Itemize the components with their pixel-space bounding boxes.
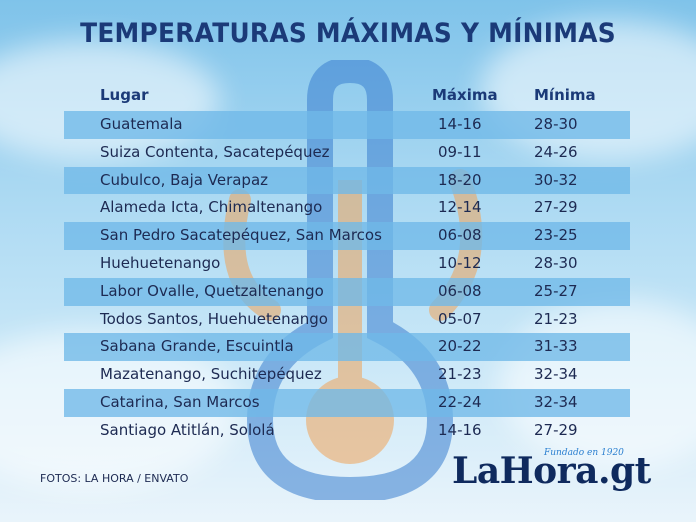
cell-lugar: Cubulco, Baja Verapaz [100,170,269,189]
cell-minima: 27-29 [534,420,578,439]
cell-minima: 32-34 [534,365,578,384]
temperature-table: Guatemala 14-16 28-30 Suiza Contenta, Sa… [64,111,630,445]
table-row: Cubulco, Baja Verapaz 18-20 30-32 [64,166,630,195]
cloud-decoration [0,40,220,160]
cell-lugar: Labor Ovalle, Quetzaltenango [100,281,324,300]
table-row: San Pedro Sacatepéquez, San Marcos 06-08… [64,222,630,250]
cell-maxima: 12-14 [438,198,482,217]
cell-lugar: Sabana Grande, Escuintla [100,337,294,356]
table-row: Sabana Grande, Escuintla 20-22 31-33 [64,333,630,362]
cell-maxima: 22-24 [438,392,482,411]
header-maxima: Máxima [432,86,498,104]
cell-lugar: Catarina, San Marcos [100,392,260,411]
logo-tagline: Fundado en 1920 [544,448,624,458]
table-row: Catarina, San Marcos 22-24 32-34 [64,388,630,417]
table-row: Huehuetenango 10-12 28-30 [64,250,630,278]
page-title: TEMPERATURAS MÁXIMAS Y MÍNIMAS [80,18,616,49]
lahora-logo: Fundado en 1920 LaHora.gt [452,448,662,498]
cell-maxima: 18-20 [438,170,482,189]
cell-minima: 21-23 [534,309,578,328]
table-row: Guatemala 14-16 28-30 [64,111,630,139]
cell-minima: 27-29 [534,198,578,217]
cell-minima: 25-27 [534,281,578,300]
cell-lugar: San Pedro Sacatepéquez, San Marcos [100,226,382,245]
cell-minima: 30-32 [534,170,578,189]
table-row: Todos Santos, Huehuetenango 05-07 21-23 [64,306,630,334]
header-lugar: Lugar [100,86,149,104]
cell-lugar: Todos Santos, Huehuetenango [100,309,328,328]
header-minima: Mínima [534,86,596,104]
cell-maxima: 14-16 [438,420,482,439]
cell-lugar: Mazatenango, Suchitepéquez [100,365,322,384]
table-header: Lugar Máxima Mínima [0,86,696,108]
cell-minima: 24-26 [534,142,578,161]
cell-maxima: 21-23 [438,365,482,384]
cell-maxima: 10-12 [438,253,482,272]
cell-minima: 31-33 [534,337,578,356]
cell-lugar: Alameda Icta, Chimaltenango [100,198,323,217]
cell-lugar: Guatemala [100,115,183,133]
cell-maxima: 14-16 [438,115,482,133]
table-row: Labor Ovalle, Quetzaltenango 06-08 25-27 [64,277,630,306]
cell-lugar: Suiza Contenta, Sacatepéquez [100,142,330,161]
table-row: Santiago Atitlán, Sololá 14-16 27-29 [64,417,630,445]
table-row: Alameda Icta, Chimaltenango 12-14 27-29 [64,194,630,222]
cell-lugar: Huehuetenango [100,253,221,272]
cell-minima: 23-25 [534,226,578,245]
cell-maxima: 05-07 [438,309,482,328]
cell-minima: 32-34 [534,392,578,411]
cell-minima: 28-30 [534,115,578,133]
logo-text: LaHora.gt [452,450,651,492]
table-row: Suiza Contenta, Sacatepéquez 09-11 24-26 [64,139,630,167]
cell-maxima: 06-08 [438,226,482,245]
photo-credit: FOTOS: LA HORA / ENVATO [40,472,189,485]
table-row: Mazatenango, Suchitepéquez 21-23 32-34 [64,361,630,389]
cell-maxima: 06-08 [438,281,482,300]
cloud-decoration [500,300,696,470]
cell-maxima: 09-11 [438,142,482,161]
cell-maxima: 20-22 [438,337,482,356]
cell-minima: 28-30 [534,253,578,272]
cell-lugar: Santiago Atitlán, Sololá [100,420,275,439]
